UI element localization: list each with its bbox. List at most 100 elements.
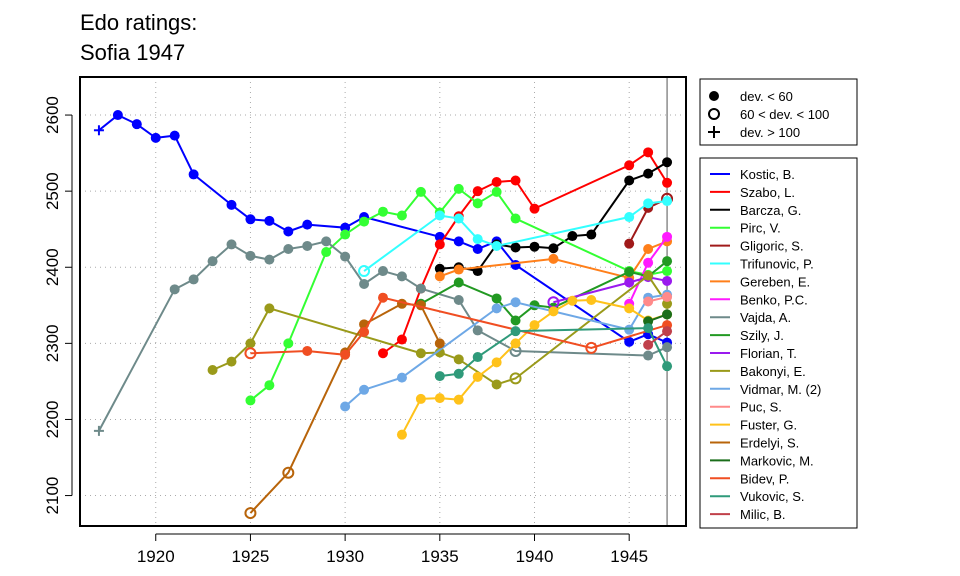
y-tick-label: 2200 (43, 401, 62, 439)
marker-legend-label: 60 < dev. < 100 (740, 107, 829, 122)
point-marker (510, 326, 521, 337)
point-marker (472, 325, 483, 336)
point-marker (662, 196, 673, 207)
point-marker-open (282, 466, 295, 479)
point-marker (434, 393, 445, 404)
point-marker (643, 270, 654, 281)
point-marker (302, 219, 313, 230)
point-marker (491, 379, 502, 390)
point-marker (643, 339, 654, 350)
point-marker (472, 186, 483, 197)
point-marker (491, 186, 502, 197)
point-marker (510, 297, 521, 308)
point-marker (188, 274, 199, 285)
point-marker (662, 342, 673, 353)
point-marker (491, 240, 502, 251)
point-marker (472, 198, 483, 209)
point-marker (662, 177, 673, 188)
point-marker (415, 348, 426, 359)
point-marker (510, 242, 521, 253)
point-marker-open (244, 347, 257, 360)
point-marker (643, 323, 654, 334)
series-kostic-b (93, 110, 673, 348)
y-tick-label: 2400 (43, 248, 62, 286)
point-marker (340, 401, 351, 412)
legend-series-label: Trifunovic, P. (740, 257, 814, 272)
point-marker (245, 250, 256, 261)
x-tick-label: 1925 (232, 547, 270, 566)
point-marker (453, 213, 464, 224)
point-marker (359, 326, 370, 337)
point-marker (453, 264, 464, 275)
point-marker (567, 295, 578, 306)
legend-plus (708, 126, 720, 138)
point-marker (434, 210, 445, 221)
x-tick-label: 1940 (516, 547, 554, 566)
series-vukovic-s (434, 323, 673, 382)
point-marker (491, 303, 502, 314)
marker-legend: dev. < 60 60 < dev. < 100 dev. > 100 (699, 78, 858, 146)
point-marker (662, 361, 673, 372)
point-marker (245, 395, 256, 406)
point-marker (643, 296, 654, 307)
point-marker (624, 160, 635, 171)
legend-series-label: Florian, T. (740, 346, 797, 361)
point-marker (415, 393, 426, 404)
point-marker (340, 349, 351, 360)
series-trifunovic-p (358, 196, 673, 278)
point-marker (434, 271, 445, 282)
point-marker (340, 229, 351, 240)
point-marker (529, 203, 540, 214)
point-marker (340, 222, 351, 233)
point-marker (491, 357, 502, 368)
point-marker (396, 334, 407, 345)
point-marker (283, 226, 294, 237)
series-erdelyi-s (244, 298, 445, 520)
legend-series-label: Milic, B. (740, 507, 786, 522)
point-marker (264, 380, 275, 391)
point-marker (491, 177, 502, 188)
point-marker (434, 338, 445, 349)
point-marker (359, 216, 370, 227)
legend-series-label: Fuster, G. (740, 418, 797, 433)
point-marker (472, 371, 483, 382)
point-marker (207, 364, 218, 375)
point-marker (226, 239, 237, 250)
point-marker (434, 239, 445, 250)
point-marker (340, 251, 351, 262)
marker-legend-label: dev. > 100 (740, 125, 800, 140)
point-marker (434, 263, 445, 274)
series-line (98, 113, 668, 344)
point-marker (396, 210, 407, 221)
point-marker (112, 110, 123, 121)
point-marker (586, 294, 597, 305)
point-marker (283, 243, 294, 254)
point-marker (510, 175, 521, 186)
point-marker (662, 266, 673, 277)
point-marker (548, 253, 559, 264)
point-marker (510, 259, 521, 270)
point-marker (359, 278, 370, 289)
point-marker (624, 303, 635, 314)
y-tick-label: 2500 (43, 172, 62, 210)
point-marker (396, 429, 407, 440)
point-marker (548, 306, 559, 317)
point-marker (245, 214, 256, 225)
point-marker (624, 277, 635, 288)
legend-filled-circle (709, 91, 719, 101)
point-marker-open (244, 507, 257, 520)
point-marker (150, 132, 161, 143)
point-marker (662, 291, 673, 302)
point-marker (378, 266, 388, 277)
legend-series-label: Benko, P.C. (740, 292, 808, 307)
point-marker (283, 338, 294, 349)
point-marker (453, 394, 464, 405)
point-marker (396, 271, 407, 282)
point-marker (510, 315, 521, 326)
point-marker (624, 336, 635, 347)
point-marker (415, 186, 426, 197)
chart-title-line-1: Edo ratings: (80, 10, 198, 35)
legend-series-label: Bidev, P. (740, 471, 789, 486)
point-marker (226, 199, 237, 210)
